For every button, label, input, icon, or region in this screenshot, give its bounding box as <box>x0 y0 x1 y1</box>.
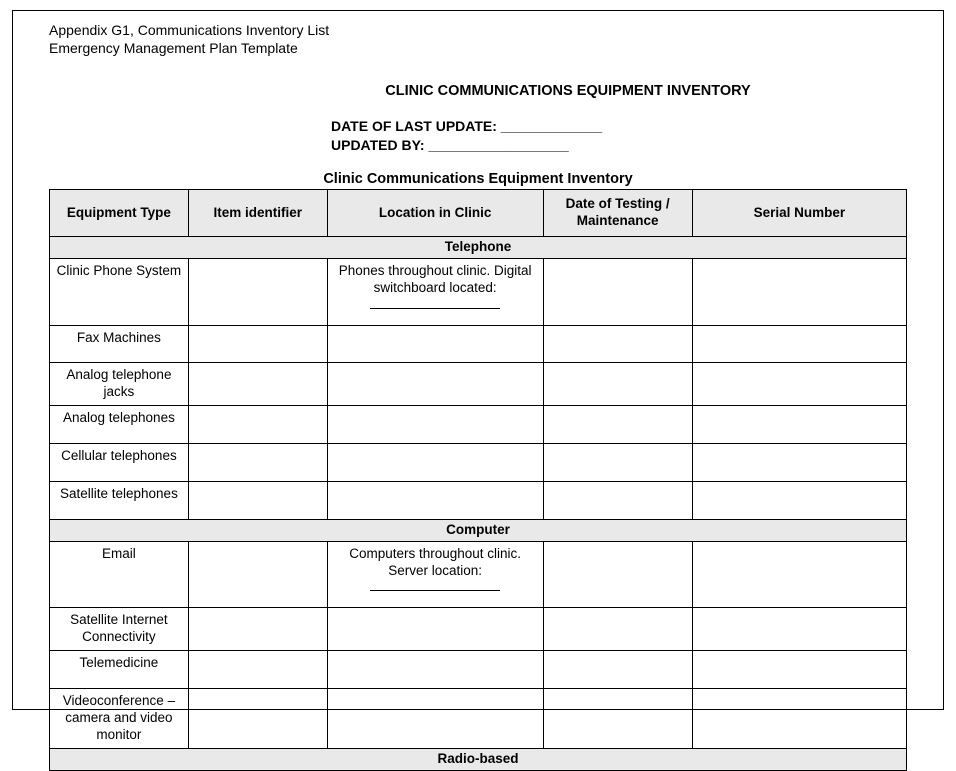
table-row: Analog telephone jacks <box>50 363 907 406</box>
cell-item <box>188 363 327 406</box>
cell-location <box>327 481 543 519</box>
cell-location <box>327 608 543 651</box>
cell-date <box>543 689 692 749</box>
table-row: Analog telephones <box>50 406 907 444</box>
col-serial-number: Serial Number <box>692 190 906 237</box>
cell-date <box>543 258 692 325</box>
cell-equipment: Fax Machines <box>50 325 189 363</box>
col-equipment-type: Equipment Type <box>50 190 189 237</box>
blank-line <box>370 579 500 591</box>
updated-by-label: UPDATED BY: __________________ <box>331 136 907 155</box>
inventory-table: Equipment Type Item identifier Location … <box>49 189 907 770</box>
table-row: Email Computers throughout clinic. Serve… <box>50 541 907 608</box>
section-row-telephone: Telephone <box>50 236 907 258</box>
cell-serial <box>692 608 906 651</box>
cell-item <box>188 258 327 325</box>
table-row: Cellular telephones <box>50 444 907 482</box>
cell-equipment: Clinic Phone System <box>50 258 189 325</box>
cell-item <box>188 444 327 482</box>
cell-equipment: Analog telephones <box>50 406 189 444</box>
cell-serial <box>692 481 906 519</box>
cell-equipment: Videoconference – camera and video monit… <box>50 689 189 749</box>
table-row: Satellite telephones <box>50 481 907 519</box>
cell-equipment: Telemedicine <box>50 651 189 689</box>
header-line-2: Emergency Management Plan Template <box>49 39 907 57</box>
col-item-identifier: Item identifier <box>188 190 327 237</box>
cell-equipment: Analog telephone jacks <box>50 363 189 406</box>
meta-block: DATE OF LAST UPDATE: _____________ UPDAT… <box>49 117 907 155</box>
cell-location <box>327 651 543 689</box>
col-location: Location in Clinic <box>327 190 543 237</box>
cell-location <box>327 406 543 444</box>
table-row: Fax Machines <box>50 325 907 363</box>
cell-location <box>327 363 543 406</box>
cell-serial <box>692 258 906 325</box>
cell-date <box>543 325 692 363</box>
cell-date <box>543 608 692 651</box>
cell-date <box>543 406 692 444</box>
cell-item <box>188 608 327 651</box>
page-border: Appendix G1, Communications Inventory Li… <box>12 10 944 710</box>
cell-date <box>543 651 692 689</box>
cell-item <box>188 651 327 689</box>
cell-serial <box>692 651 906 689</box>
cell-location-text: Phones throughout clinic. Digital switch… <box>339 263 532 295</box>
cell-equipment: Cellular telephones <box>50 444 189 482</box>
cell-serial <box>692 689 906 749</box>
blank-line <box>370 297 500 309</box>
cell-location <box>327 689 543 749</box>
section-radio: Radio-based <box>50 748 907 770</box>
section-row-radio: Radio-based <box>50 748 907 770</box>
cell-date <box>543 444 692 482</box>
cell-item <box>188 541 327 608</box>
cell-serial <box>692 541 906 608</box>
header-line-1: Appendix G1, Communications Inventory Li… <box>49 21 907 39</box>
table-caption: Clinic Communications Equipment Inventor… <box>49 171 907 187</box>
cell-location: Computers throughout clinic. Server loca… <box>327 541 543 608</box>
section-computer: Computer <box>50 519 907 541</box>
cell-location: Phones throughout clinic. Digital switch… <box>327 258 543 325</box>
cell-equipment: Satellite telephones <box>50 481 189 519</box>
table-row: Clinic Phone System Phones throughout cl… <box>50 258 907 325</box>
cell-equipment: Email <box>50 541 189 608</box>
table-row: Satellite Internet Connectivity <box>50 608 907 651</box>
cell-date <box>543 481 692 519</box>
cell-equipment: Satellite Internet Connectivity <box>50 608 189 651</box>
cell-item <box>188 689 327 749</box>
cell-item <box>188 406 327 444</box>
cell-date <box>543 541 692 608</box>
page-title: CLINIC COMMUNICATIONS EQUIPMENT INVENTOR… <box>49 83 907 99</box>
cell-serial <box>692 363 906 406</box>
cell-location <box>327 325 543 363</box>
table-row: Telemedicine <box>50 651 907 689</box>
section-telephone: Telephone <box>50 236 907 258</box>
cell-location-text: Computers throughout clinic. Server loca… <box>349 546 521 578</box>
table-header-row: Equipment Type Item identifier Location … <box>50 190 907 237</box>
col-date-testing: Date of Testing / Maintenance <box>543 190 692 237</box>
cell-serial <box>692 444 906 482</box>
header-block: Appendix G1, Communications Inventory Li… <box>49 21 907 57</box>
cell-serial <box>692 406 906 444</box>
cell-serial <box>692 325 906 363</box>
section-row-computer: Computer <box>50 519 907 541</box>
cell-date <box>543 363 692 406</box>
cell-item <box>188 481 327 519</box>
date-of-last-update-label: DATE OF LAST UPDATE: _____________ <box>331 117 907 136</box>
cell-item <box>188 325 327 363</box>
cell-location <box>327 444 543 482</box>
table-row: Videoconference – camera and video monit… <box>50 689 907 749</box>
